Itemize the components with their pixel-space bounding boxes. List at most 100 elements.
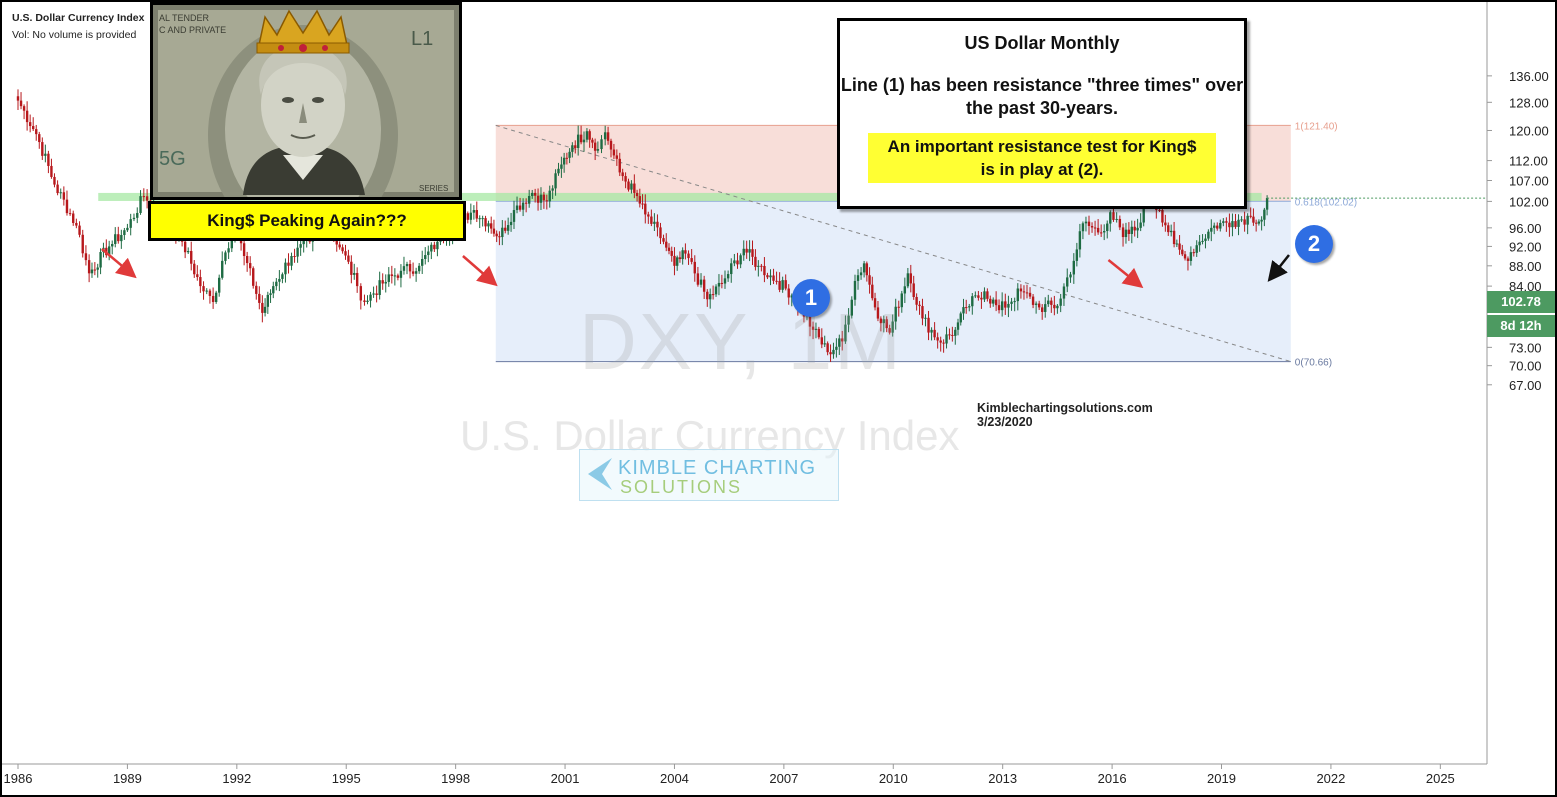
- candle-body: [1121, 227, 1125, 238]
- candle-body: [699, 279, 703, 285]
- candle-body: [1056, 305, 1059, 309]
- candle-body: [647, 214, 650, 217]
- candle-body: [230, 240, 234, 249]
- candle-body: [921, 306, 924, 319]
- candle-body: [841, 338, 844, 342]
- candle-body: [56, 184, 59, 194]
- candle-body: [196, 274, 199, 278]
- fib-level-label: 1(121.40): [1295, 121, 1338, 132]
- candle-body: [606, 132, 610, 141]
- candle-body: [965, 307, 968, 309]
- candle-body: [302, 240, 305, 245]
- candle-body: [542, 194, 546, 201]
- candle-body: [1004, 301, 1007, 308]
- candle-body: [971, 296, 974, 307]
- candle-body: [433, 244, 436, 250]
- candle-body: [593, 142, 597, 151]
- candle-body: [915, 296, 918, 305]
- marker-1: 1: [792, 279, 830, 317]
- candle-body: [742, 248, 745, 256]
- candle-body: [25, 110, 29, 123]
- candle-body: [545, 200, 549, 202]
- candle-body: [1013, 301, 1016, 303]
- candle-body: [469, 212, 473, 220]
- candle-body: [436, 241, 439, 250]
- candle-body: [1158, 209, 1161, 211]
- info-highlight: An important resistance test for King$ i…: [868, 133, 1216, 183]
- candle-body: [266, 294, 270, 307]
- candle-body: [255, 285, 258, 294]
- candle-body: [1115, 218, 1118, 220]
- candle-body: [536, 195, 540, 203]
- candle-body: [96, 267, 99, 270]
- photo-caption: King$ Peaking Again???: [148, 201, 466, 241]
- candle-body: [65, 199, 69, 214]
- candle-body: [1183, 254, 1187, 259]
- candle-body: [769, 275, 772, 278]
- candle-body: [766, 275, 769, 278]
- candle-body: [202, 286, 205, 292]
- candle-body: [518, 205, 522, 210]
- candle-body: [44, 153, 47, 156]
- candle-body: [1172, 230, 1176, 245]
- candle-body: [287, 262, 290, 266]
- candle-body: [579, 134, 583, 143]
- candle-body: [199, 277, 202, 287]
- candle-body: [968, 306, 971, 308]
- candle-body: [693, 261, 696, 274]
- candle-body: [714, 286, 718, 295]
- candle-body: [1034, 303, 1038, 305]
- candle-body: [844, 324, 847, 342]
- candle-body: [1069, 274, 1072, 278]
- candle-body: [527, 196, 531, 204]
- volume-note: Vol: No volume is provided: [12, 29, 137, 41]
- candle-body: [53, 176, 56, 185]
- candle-body: [720, 282, 724, 284]
- candle-body: [709, 294, 712, 300]
- candle-body: [876, 307, 880, 319]
- candle-body: [378, 280, 381, 295]
- candle-body: [350, 261, 353, 275]
- candle-body: [829, 352, 832, 355]
- candle-body: [865, 263, 869, 276]
- candle-body: [820, 337, 823, 345]
- candle-body: [531, 192, 534, 197]
- x-tick-label: 2001: [551, 771, 580, 786]
- candle-body: [359, 286, 363, 301]
- y-tick-label: 128.00: [1509, 95, 1549, 110]
- svg-text:SERIES: SERIES: [419, 184, 448, 193]
- candle-body: [687, 253, 690, 259]
- candle-body: [275, 281, 278, 287]
- candle-body: [214, 292, 218, 302]
- y-tick-label: 70.00: [1509, 359, 1542, 374]
- candle-body: [353, 272, 356, 275]
- candle-body: [1096, 227, 1100, 233]
- candle-body: [375, 293, 378, 295]
- candle-body: [784, 280, 787, 289]
- x-tick-label: 2016: [1098, 771, 1127, 786]
- candle-body: [35, 129, 38, 135]
- candle-body: [850, 299, 853, 316]
- candle-body: [1000, 301, 1004, 311]
- candle-body: [1019, 288, 1023, 292]
- x-tick-label: 1989: [113, 771, 142, 786]
- y-tick-label: 112.00: [1509, 154, 1548, 169]
- candle-body: [87, 260, 91, 274]
- candle-body: [986, 291, 989, 299]
- candle-body: [571, 145, 574, 152]
- y-tick-label: 88.00: [1509, 259, 1542, 274]
- candle-body: [1090, 225, 1094, 228]
- credit-date: 3/23/2020: [977, 415, 1033, 429]
- credit-text: Kimblechartingsolutions.com 3/23/2020: [977, 401, 1153, 429]
- candle-body: [942, 342, 945, 344]
- candle-body: [873, 298, 877, 308]
- candle-body: [117, 234, 120, 242]
- candle-body: [933, 329, 936, 338]
- candle-body: [338, 244, 341, 248]
- candle-body: [372, 293, 375, 295]
- candle-body: [93, 269, 97, 271]
- candle-body: [1142, 201, 1145, 223]
- candle-body: [484, 218, 487, 227]
- candle-body: [1062, 286, 1066, 299]
- candle-body: [706, 291, 709, 300]
